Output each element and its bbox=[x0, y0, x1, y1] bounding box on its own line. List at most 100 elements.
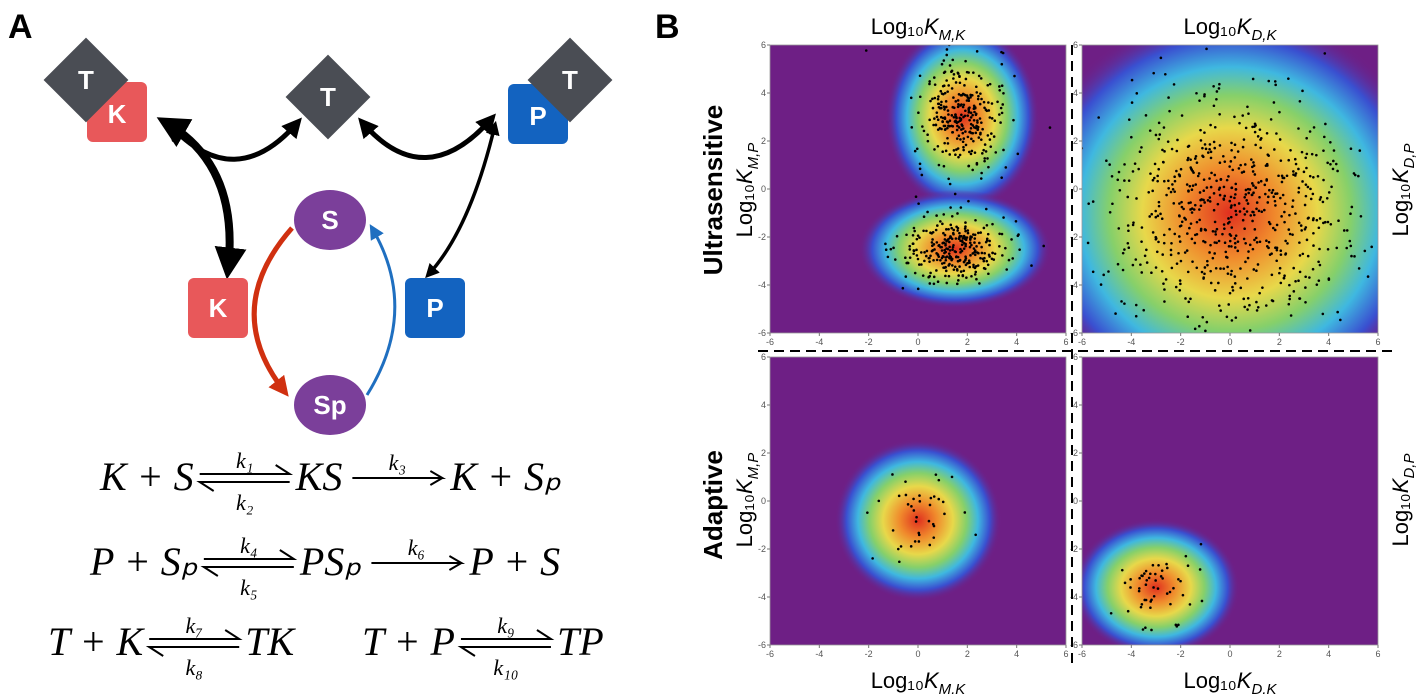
sample-dot bbox=[948, 246, 951, 249]
sample-dot bbox=[998, 113, 1001, 116]
x-axis-label: Log₁₀KM,K bbox=[871, 668, 967, 694]
sample-dot bbox=[1147, 191, 1150, 194]
sample-dot bbox=[957, 227, 960, 230]
sample-dot bbox=[1114, 312, 1117, 315]
sample-dot bbox=[1292, 170, 1295, 173]
sample-dot bbox=[1135, 197, 1138, 200]
sample-dot bbox=[963, 84, 966, 87]
sample-dot bbox=[957, 121, 960, 124]
sample-dot bbox=[1153, 177, 1156, 180]
sample-dot bbox=[1309, 188, 1312, 191]
sample-dot bbox=[954, 265, 957, 268]
sample-dot bbox=[1198, 208, 1201, 211]
y-tick-label: 4 bbox=[1073, 400, 1078, 410]
sample-dot bbox=[1297, 127, 1300, 130]
rate: k₄ bbox=[240, 533, 257, 558]
sample-dot bbox=[939, 220, 942, 223]
sample-dot bbox=[1317, 175, 1320, 178]
sample-dot bbox=[1279, 249, 1282, 252]
sample-dot bbox=[1358, 267, 1361, 270]
sample-dot bbox=[1230, 196, 1233, 199]
label-part: K bbox=[924, 14, 940, 39]
sample-dot bbox=[1230, 226, 1233, 229]
sample-dot bbox=[1212, 85, 1215, 88]
sample-dot bbox=[1176, 262, 1179, 265]
sample-dot bbox=[1246, 277, 1249, 280]
sample-dot bbox=[1252, 170, 1255, 173]
sample-dot bbox=[979, 257, 982, 260]
sample-dot bbox=[1109, 211, 1112, 214]
sample-dot bbox=[958, 265, 961, 268]
sample-dot bbox=[912, 252, 915, 255]
sample-dot bbox=[916, 254, 919, 257]
sample-dot bbox=[1178, 215, 1181, 218]
sample-dot bbox=[933, 117, 936, 120]
sample-dot bbox=[1150, 271, 1153, 274]
sample-dot bbox=[1152, 231, 1155, 234]
label-part: M,K bbox=[939, 681, 967, 694]
sample-dot bbox=[1123, 163, 1126, 166]
sample-dot bbox=[969, 236, 972, 239]
sample-dot bbox=[964, 221, 967, 224]
sample-dot bbox=[1210, 186, 1213, 189]
sample-dot bbox=[1201, 147, 1204, 150]
sample-dot bbox=[1132, 264, 1135, 267]
sample-dot bbox=[1008, 259, 1011, 262]
sample-dot bbox=[1299, 100, 1302, 103]
sample-dot bbox=[1145, 579, 1148, 582]
sample-dot bbox=[1274, 246, 1277, 249]
sample-dot bbox=[1215, 98, 1218, 101]
sample-dot bbox=[1279, 138, 1282, 141]
sample-dot bbox=[959, 81, 962, 84]
sample-dot bbox=[1110, 612, 1113, 615]
sample-dot bbox=[1297, 279, 1300, 282]
sample-dot bbox=[998, 232, 1001, 235]
sample-dot bbox=[1241, 114, 1244, 117]
sample-dot bbox=[961, 250, 964, 253]
sample-dot bbox=[1167, 179, 1170, 182]
sample-dot bbox=[1144, 626, 1147, 629]
sample-dot bbox=[1194, 242, 1197, 245]
sample-dot bbox=[1187, 564, 1190, 567]
sample-dot bbox=[1336, 311, 1339, 314]
sample-dot bbox=[949, 249, 952, 252]
sample-dot bbox=[985, 260, 988, 263]
sample-dot bbox=[1230, 149, 1233, 152]
sample-dot bbox=[1161, 253, 1164, 256]
sample-dot bbox=[1312, 219, 1315, 222]
heat-blob bbox=[1073, 519, 1240, 656]
sample-dot bbox=[1272, 195, 1275, 198]
sample-dot bbox=[1252, 78, 1255, 81]
sample-dot bbox=[969, 246, 972, 249]
sample-dot bbox=[1157, 215, 1160, 218]
sample-dot bbox=[957, 156, 960, 159]
sample-dot bbox=[1301, 151, 1304, 154]
sample-dot bbox=[1272, 189, 1275, 192]
sample-dot bbox=[1307, 186, 1310, 189]
sample-dot bbox=[1255, 269, 1258, 272]
sample-dot bbox=[1049, 126, 1052, 129]
sample-dot bbox=[1002, 92, 1005, 95]
sample-dot bbox=[1329, 223, 1332, 226]
sample-dot bbox=[1194, 234, 1197, 237]
label-part: D,P bbox=[1401, 454, 1418, 479]
y-tick-label: 2 bbox=[1073, 448, 1078, 458]
sample-dot bbox=[908, 245, 911, 248]
y-axis-label: Log₁₀KM,P bbox=[732, 143, 762, 238]
eq-text: P + Sₚ bbox=[89, 539, 198, 584]
sample-dot bbox=[975, 114, 978, 117]
sample-dot bbox=[944, 256, 947, 259]
sample-dot bbox=[1168, 110, 1171, 113]
sample-dot bbox=[948, 252, 951, 255]
label-part: K bbox=[732, 168, 757, 184]
rate: k₁₀ bbox=[493, 655, 518, 680]
sample-dot bbox=[877, 500, 880, 503]
sample-dot bbox=[939, 127, 942, 130]
sample-dot bbox=[1254, 131, 1257, 134]
sample-dot bbox=[1138, 577, 1141, 580]
eq-text: T + P bbox=[362, 619, 455, 664]
sample-dot bbox=[1390, 240, 1393, 243]
sample-dot bbox=[969, 254, 972, 257]
sample-dot bbox=[1185, 555, 1188, 558]
sample-dot bbox=[1002, 149, 1005, 152]
